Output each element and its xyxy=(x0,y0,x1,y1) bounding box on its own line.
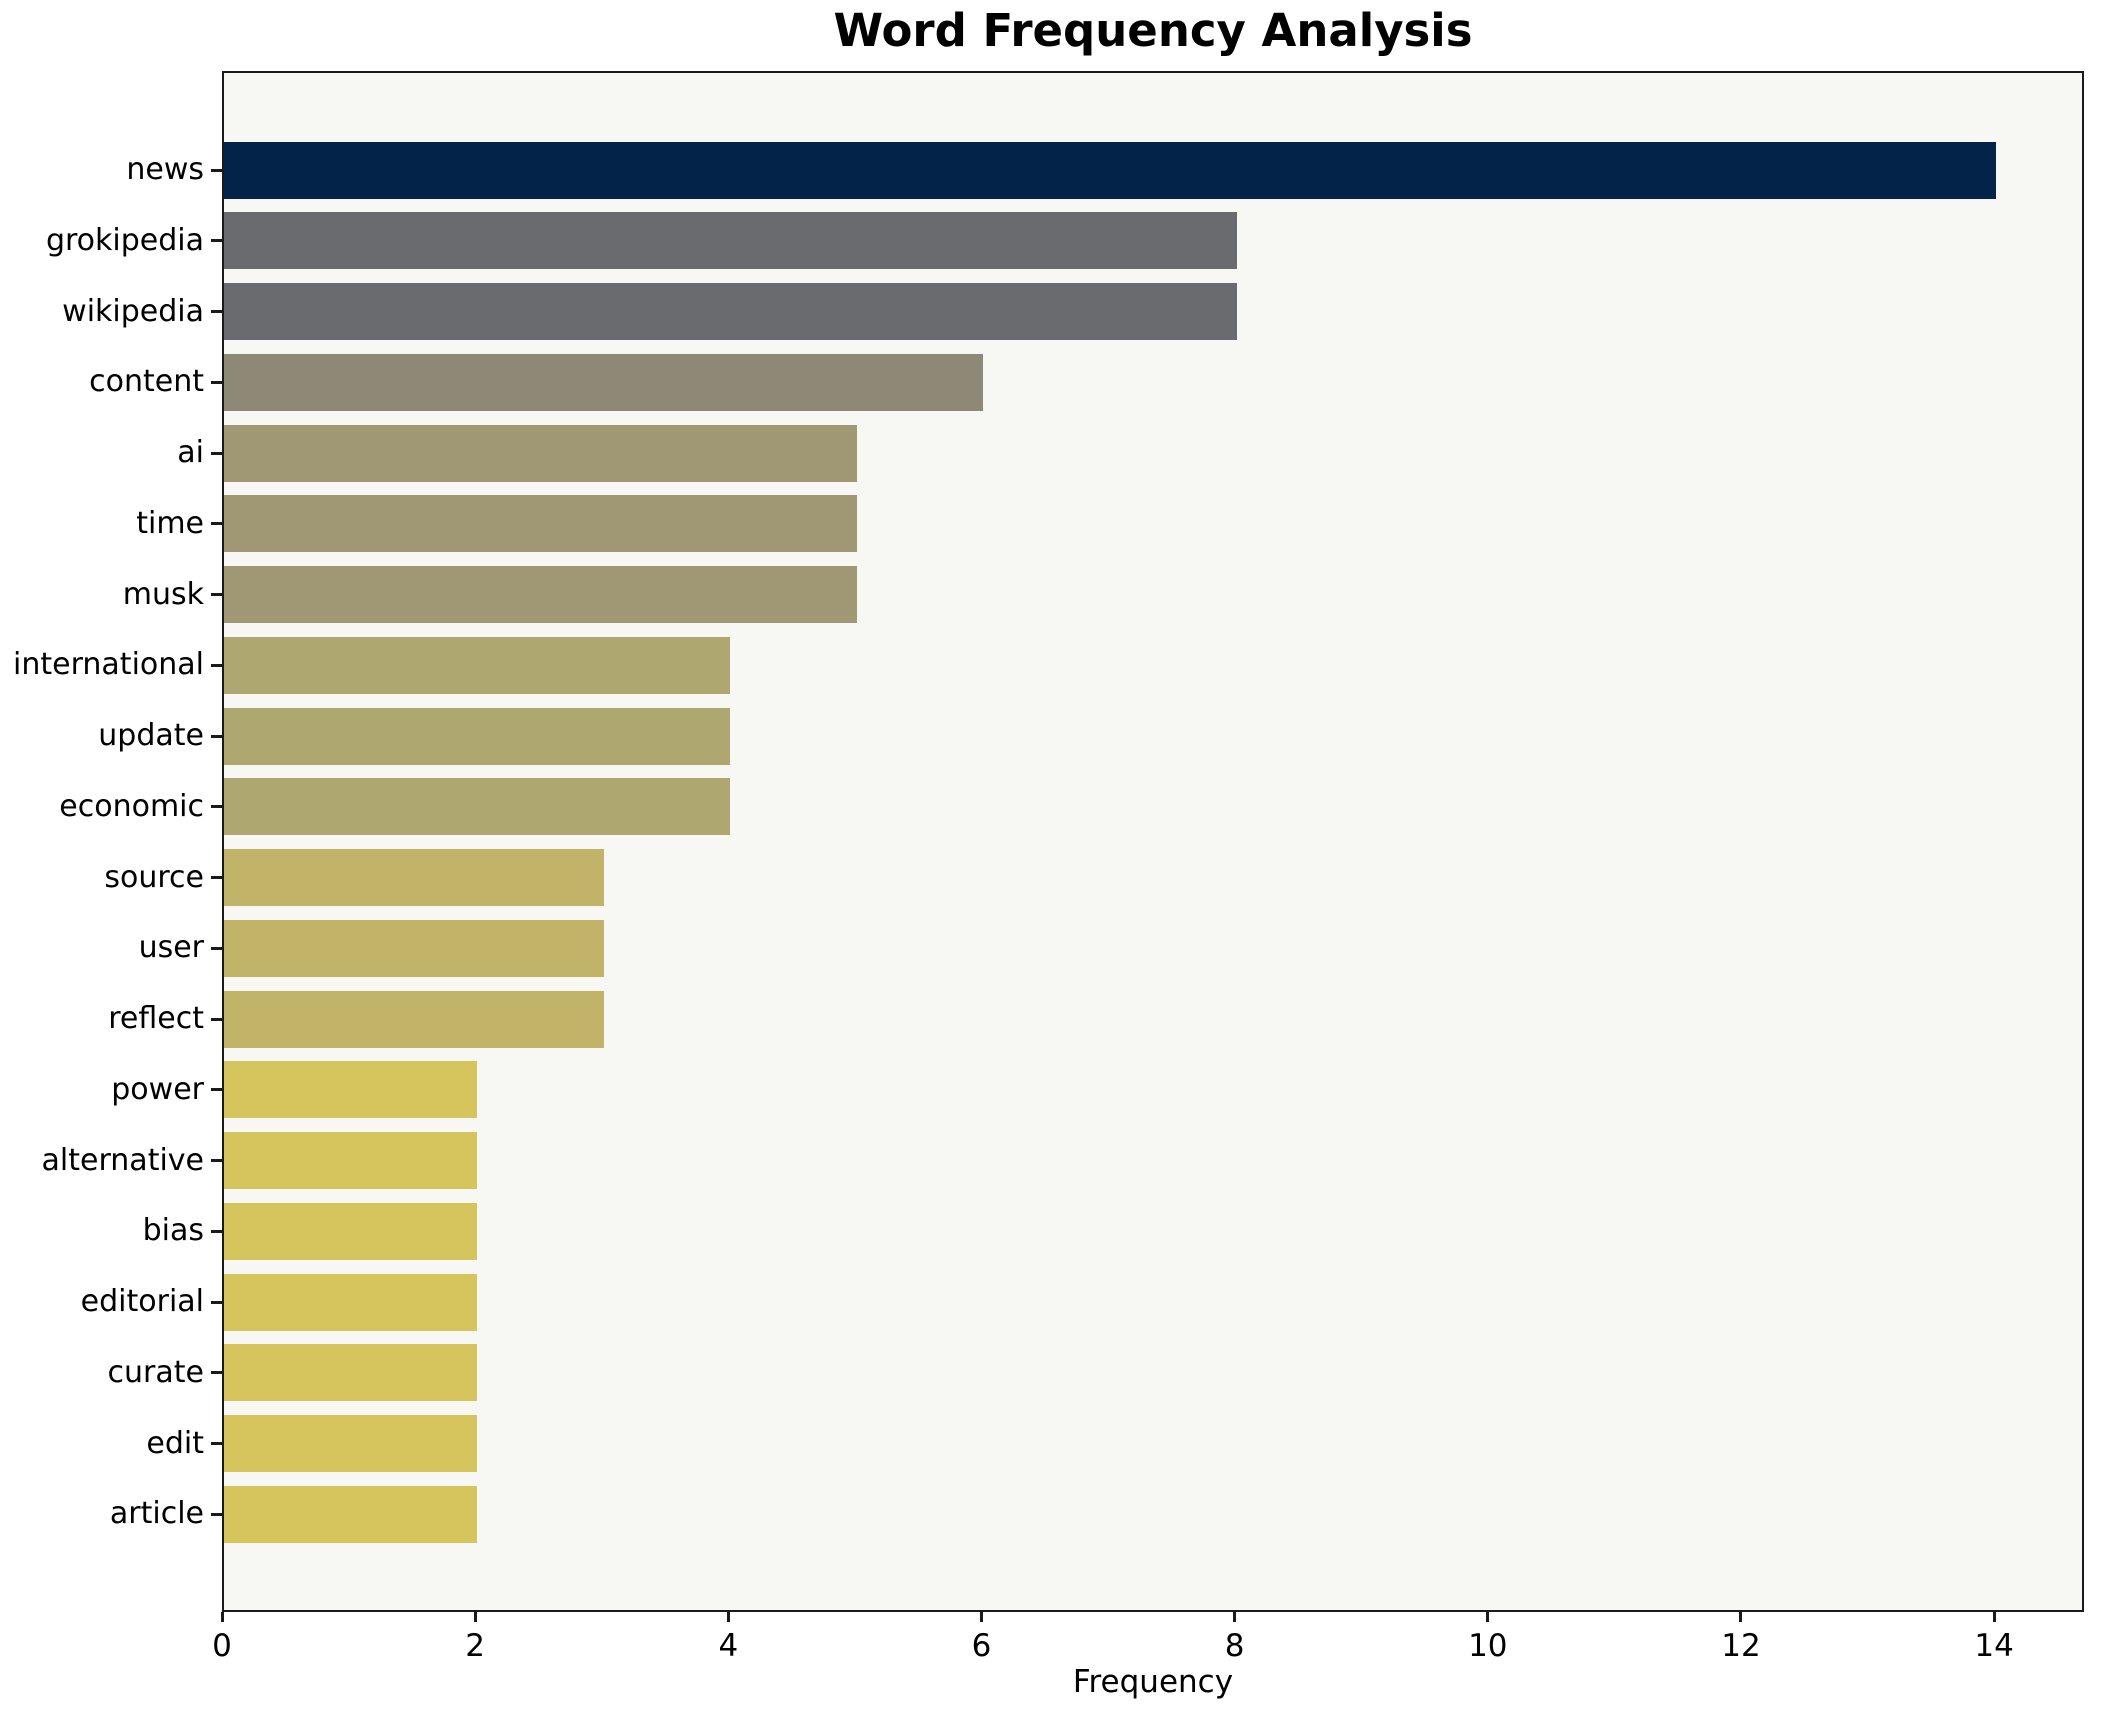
bar-reflect xyxy=(224,990,604,1048)
y-tick-time xyxy=(211,522,222,526)
y-tick-label-reflect: reflect xyxy=(108,1001,204,1037)
y-tick-article xyxy=(211,1512,222,1516)
y-tick-label-bias: bias xyxy=(142,1213,204,1249)
x-tick-14 xyxy=(1992,1612,1996,1622)
y-tick-update xyxy=(211,734,222,738)
y-tick-label-economic: economic xyxy=(59,788,204,824)
y-tick-label-article: article xyxy=(109,1496,204,1532)
y-tick-wikipedia xyxy=(211,310,222,314)
bar-curate xyxy=(224,1344,478,1402)
bar-wikipedia xyxy=(224,283,1237,341)
bar-international xyxy=(224,636,731,694)
x-tick-label-10: 10 xyxy=(1468,1628,1508,1664)
x-axis-label: Frequency xyxy=(1072,1664,1234,1700)
x-tick-label-12: 12 xyxy=(1721,1628,1761,1664)
y-tick-editorial xyxy=(211,1300,222,1304)
y-tick-label-user: user xyxy=(138,930,204,966)
bar-article xyxy=(224,1485,478,1543)
bar-user xyxy=(224,919,604,977)
bar-time xyxy=(224,495,857,553)
x-tick-12 xyxy=(1739,1612,1743,1622)
x-tick-label-0: 0 xyxy=(212,1628,232,1664)
x-tick-label-14: 14 xyxy=(1974,1628,2014,1664)
y-tick-label-source: source xyxy=(104,859,204,895)
bar-bias xyxy=(224,1202,478,1260)
y-tick-label-power: power xyxy=(111,1071,204,1107)
bar-ai xyxy=(224,424,857,482)
x-tick-label-6: 6 xyxy=(971,1628,992,1664)
bar-power xyxy=(224,1061,478,1119)
bar-alternative xyxy=(224,1132,478,1190)
bar-grokipedia xyxy=(224,212,1237,270)
bar-update xyxy=(224,707,731,765)
y-tick-label-wikipedia: wikipedia xyxy=(62,293,204,329)
y-tick-label-international: international xyxy=(13,647,204,683)
chart-title: Word Frequency Analysis xyxy=(833,4,1473,57)
y-tick-label-edit: edit xyxy=(146,1425,204,1461)
y-tick-economic xyxy=(211,805,222,809)
plot-area xyxy=(222,71,2084,1612)
bar-musk xyxy=(224,566,857,624)
y-tick-grokipedia xyxy=(211,239,222,243)
y-tick-musk xyxy=(211,593,222,597)
x-tick-0 xyxy=(220,1612,224,1622)
y-tick-content xyxy=(211,380,222,384)
y-tick-international xyxy=(211,663,222,667)
x-tick-2 xyxy=(473,1612,477,1622)
y-tick-power xyxy=(211,1088,222,1092)
x-tick-label-4: 4 xyxy=(718,1628,739,1664)
y-tick-source xyxy=(211,876,222,880)
x-tick-8 xyxy=(1233,1612,1237,1622)
y-tick-label-musk: musk xyxy=(122,576,204,612)
bar-news xyxy=(224,141,1997,199)
x-tick-label-8: 8 xyxy=(1224,1628,1245,1664)
y-tick-reflect xyxy=(211,1017,222,1021)
y-tick-curate xyxy=(211,1371,222,1375)
bar-editorial xyxy=(224,1273,478,1331)
y-tick-label-news: news xyxy=(126,152,204,187)
y-tick-label-curate: curate xyxy=(107,1354,204,1390)
y-tick-user xyxy=(211,946,222,950)
y-tick-bias xyxy=(211,1229,222,1233)
y-tick-label-time: time xyxy=(136,505,204,541)
x-tick-4 xyxy=(726,1612,730,1622)
y-tick-label-grokipedia: grokipedia xyxy=(45,222,204,258)
y-tick-label-alternative: alternative xyxy=(41,1142,204,1178)
bar-source xyxy=(224,849,604,907)
bar-economic xyxy=(224,778,731,836)
y-tick-label-editorial: editorial xyxy=(80,1284,204,1320)
y-tick-news xyxy=(211,168,222,172)
y-tick-label-update: update xyxy=(98,718,204,754)
y-tick-edit xyxy=(211,1442,222,1446)
y-tick-label-content: content xyxy=(89,364,204,400)
y-tick-label-ai: ai xyxy=(177,435,204,471)
x-tick-6 xyxy=(979,1612,983,1622)
y-tick-alternative xyxy=(211,1159,222,1163)
y-tick-ai xyxy=(211,451,222,455)
bar-edit xyxy=(224,1415,478,1473)
bar-content xyxy=(224,353,984,411)
x-tick-label-2: 2 xyxy=(465,1628,486,1664)
x-tick-10 xyxy=(1486,1612,1490,1622)
